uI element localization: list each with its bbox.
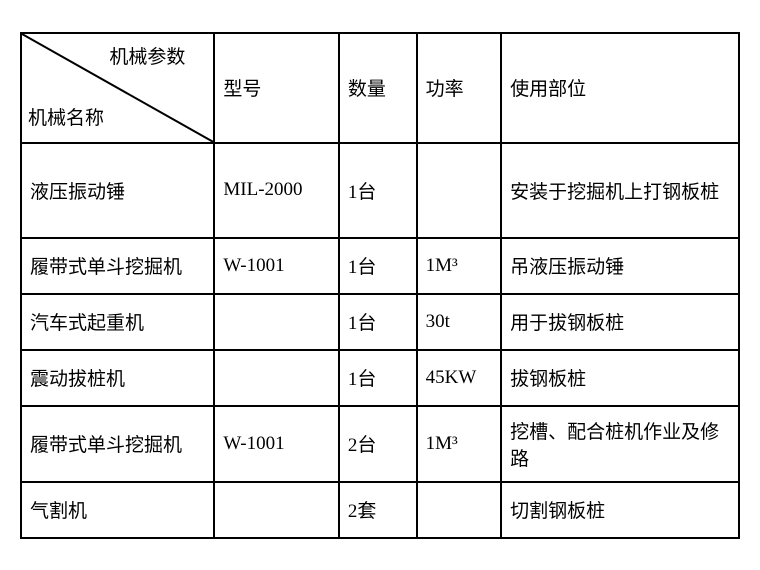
cell-usage: 吊液压振动锤 <box>501 238 739 294</box>
cell-model: W-1001 <box>214 238 338 294</box>
table-row: 履带式单斗挖掘机 W-1001 2台 1M³ 挖槽、配合桩机作业及修路 <box>21 406 739 482</box>
cell-power: 1M³ <box>417 406 501 482</box>
cell-usage: 切割钢板桩 <box>501 482 739 538</box>
table-row: 汽车式起重机 1台 30t 用于拔钢板桩 <box>21 294 739 350</box>
header-power: 功率 <box>417 33 501 143</box>
table-row: 履带式单斗挖掘机 W-1001 1台 1M³ 吊液压振动锤 <box>21 238 739 294</box>
cell-name: 震动拔桩机 <box>21 350 214 406</box>
cell-usage: 用于拔钢板桩 <box>501 294 739 350</box>
header-model: 型号 <box>214 33 338 143</box>
table-row: 震动拔桩机 1台 45KW 拔钢板桩 <box>21 350 739 406</box>
cell-usage: 拔钢板桩 <box>501 350 739 406</box>
header-diagonal-cell: 机械参数 机械名称 <box>21 33 214 143</box>
cell-power: 45KW <box>417 350 501 406</box>
cell-power: 1M³ <box>417 238 501 294</box>
cell-quantity: 1台 <box>339 238 417 294</box>
cell-model: MIL-2000 <box>214 143 338 238</box>
header-diagonal-top-label: 机械参数 <box>109 42 185 69</box>
cell-power <box>417 482 501 538</box>
cell-quantity: 1台 <box>339 294 417 350</box>
cell-power <box>417 143 501 238</box>
table-body: 液压振动锤 MIL-2000 1台 安装于挖掘机上打钢板桩 履带式单斗挖掘机 W… <box>21 143 739 538</box>
table-row: 气割机 2套 切割钢板桩 <box>21 482 739 538</box>
cell-name: 汽车式起重机 <box>21 294 214 350</box>
cell-model: W-1001 <box>214 406 338 482</box>
header-quantity: 数量 <box>339 33 417 143</box>
cell-model <box>214 294 338 350</box>
cell-name: 液压振动锤 <box>21 143 214 238</box>
header-diagonal-bottom-label: 机械名称 <box>28 103 104 130</box>
cell-model <box>214 482 338 538</box>
cell-power: 30t <box>417 294 501 350</box>
cell-quantity: 2台 <box>339 406 417 482</box>
machinery-table-container: 机械参数 机械名称 型号 数量 功率 使用部位 液压振动锤 MIL-2000 1… <box>20 32 740 539</box>
header-usage: 使用部位 <box>501 33 739 143</box>
table-row: 液压振动锤 MIL-2000 1台 安装于挖掘机上打钢板桩 <box>21 143 739 238</box>
cell-model <box>214 350 338 406</box>
cell-name: 气割机 <box>21 482 214 538</box>
cell-quantity: 1台 <box>339 143 417 238</box>
cell-name: 履带式单斗挖掘机 <box>21 406 214 482</box>
cell-usage: 安装于挖掘机上打钢板桩 <box>501 143 739 238</box>
machinery-table: 机械参数 机械名称 型号 数量 功率 使用部位 液压振动锤 MIL-2000 1… <box>20 32 740 539</box>
cell-quantity: 2套 <box>339 482 417 538</box>
cell-usage: 挖槽、配合桩机作业及修路 <box>501 406 739 482</box>
cell-quantity: 1台 <box>339 350 417 406</box>
table-header-row: 机械参数 机械名称 型号 数量 功率 使用部位 <box>21 33 739 143</box>
cell-name: 履带式单斗挖掘机 <box>21 238 214 294</box>
